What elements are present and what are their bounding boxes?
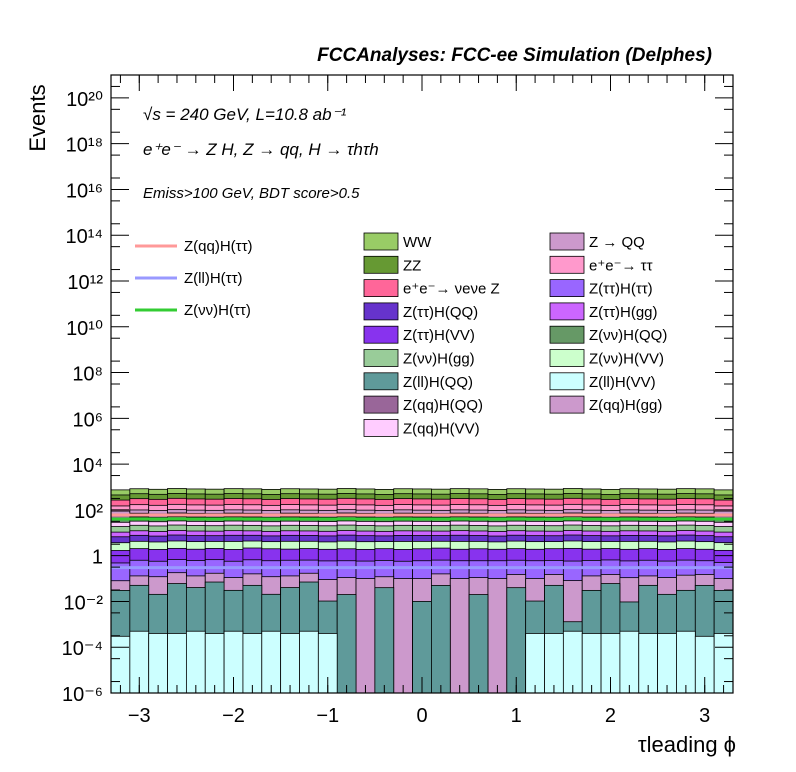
stack-bar — [638, 633, 659, 694]
y-tick-label: 10¹⁶ — [66, 180, 103, 202]
legend-label: Z(ττ)H(gg) — [589, 304, 658, 321]
legend-label: Z(qq)H(QQ) — [403, 397, 483, 414]
stack-bar — [261, 630, 282, 694]
legend-label: Z(qq)H(VV) — [403, 420, 480, 437]
legend-swatch — [549, 395, 585, 414]
x-tick-label: −2 — [222, 705, 245, 727]
y-tick-label: 1 — [92, 547, 103, 569]
stack-bar — [562, 630, 583, 694]
legend-label: WW — [403, 234, 432, 251]
y-tick-label: 10⁶ — [73, 409, 103, 431]
y-tick-label: 10¹⁸ — [66, 135, 103, 157]
legend-swatch — [363, 279, 399, 298]
stack-bar — [676, 630, 696, 694]
stack-bar — [657, 633, 677, 694]
legend-swatch — [363, 349, 399, 367]
legend-swatch — [549, 302, 585, 321]
legend-swatch — [549, 255, 585, 274]
legend-label: Z(ττ)H(QQ) — [403, 304, 478, 321]
legend-label: e⁺e⁻→ νeνe Z — [403, 281, 500, 298]
x-axis-label: τleading ϕ — [638, 732, 736, 757]
legend-swatch — [363, 255, 399, 274]
annotation-energy-lumi: √s = 240 GeV, L=10.8 ab⁻¹ — [143, 105, 347, 124]
stack-bar — [544, 633, 564, 694]
y-tick-label: 10¹⁰ — [66, 318, 103, 340]
y-tick-label: 10⁻⁴ — [62, 638, 103, 660]
legend-signal: Z(qq)H(ττ) Z(ll)H(ττ) Z(νν)H(ττ) — [135, 238, 253, 319]
stack-bar — [148, 633, 168, 694]
legend-label: Z(ll)H(QQ) — [403, 374, 473, 391]
stack-series — [110, 630, 734, 694]
x-tick-label: 1 — [511, 705, 522, 727]
stack-bar — [299, 630, 319, 694]
legend-signal-label: Z(νν)H(ττ) — [184, 302, 251, 319]
legend-swatch — [549, 279, 585, 298]
chart-title: FCCAnalyses: FCC-ee Simulation (Delphes) — [317, 45, 712, 66]
stack-bar — [336, 594, 357, 694]
legend-swatch — [549, 372, 585, 391]
stack-bar — [167, 633, 187, 694]
legend-label: Z(ττ)H(ττ) — [589, 281, 653, 298]
legend-swatch — [363, 372, 399, 391]
legend-label: Z → QQ — [589, 234, 645, 251]
x-tick-label: −1 — [316, 705, 339, 727]
y-axis-ticks: 10⁻⁶ 10⁻⁴ 10⁻² 1 10² 10⁴ 10⁶ 10⁸ 10¹⁰ 10¹² 10¹⁴ 10¹… — [62, 85, 733, 706]
stack-bar — [185, 630, 206, 694]
legend-swatch — [549, 232, 585, 251]
legend-label: e⁺e⁻→ ττ — [589, 257, 653, 274]
stack-bar — [487, 578, 508, 694]
annotation-cuts: Emiss>100 GeV, BDT score>0.5 — [143, 185, 360, 202]
stack-bar — [204, 633, 225, 694]
stack-bar — [374, 587, 395, 694]
stack-bar — [431, 585, 451, 694]
legend-signal-label: Z(qq)H(ττ) — [184, 238, 253, 255]
stack-bar — [393, 578, 413, 694]
y-axis-label: Events — [25, 84, 50, 151]
x-tick-label: 0 — [416, 705, 427, 727]
annotation-process: e⁺e⁻ → Z H, Z → qq, H → τhτh — [143, 140, 379, 159]
y-tick-label: 10⁸ — [72, 364, 103, 386]
x-axis-ticks: −3 −2 −1 0 1 2 3 — [119, 75, 725, 727]
stack-bar — [525, 633, 545, 694]
stack-bar — [355, 578, 376, 694]
legend-swatch — [549, 349, 585, 367]
legend-swatch — [363, 325, 399, 344]
legend-label: Z(qq)H(gg) — [589, 397, 662, 414]
x-tick-label: 3 — [699, 705, 710, 727]
stack-bar — [280, 633, 300, 694]
legend-swatch — [363, 232, 399, 251]
stack-bar — [110, 635, 131, 694]
legend-label: Z(νν)H(QQ) — [589, 327, 667, 344]
legend-label: Z(νν)H(gg) — [403, 351, 475, 368]
legend-signal-label: Z(ll)H(ττ) — [184, 270, 243, 287]
y-tick-label: 10²⁰ — [66, 89, 103, 111]
legend-swatch — [363, 418, 399, 437]
y-tick-label: 10¹² — [67, 272, 103, 294]
legend-label: ZZ — [403, 257, 421, 274]
legend-label: Z(ll)H(VV) — [589, 374, 656, 391]
legend-swatch — [363, 302, 399, 321]
plot-area — [110, 74, 734, 694]
stack-bar — [619, 630, 640, 694]
y-tick-label: 10¹⁴ — [66, 226, 104, 248]
y-tick-label: 10⁻⁶ — [62, 684, 103, 706]
x-tick-label: 2 — [605, 705, 616, 727]
y-tick-label: 10² — [74, 501, 103, 523]
legend-label: Z(ττ)H(VV) — [403, 327, 475, 344]
stack-bar — [713, 633, 734, 694]
y-tick-label: 10⁴ — [72, 455, 103, 477]
legend-swatch — [549, 325, 585, 344]
y-tick-label: 10⁻² — [64, 592, 104, 614]
stack-bar — [468, 594, 489, 694]
stack-bar — [449, 578, 470, 694]
legend-swatch — [363, 395, 399, 414]
stack-bar — [581, 633, 602, 694]
legend-label: Z(νν)H(VV) — [589, 351, 664, 368]
stack-bar — [242, 633, 263, 694]
x-tick-label: −3 — [128, 705, 151, 727]
legend-stack: WW ZZ e⁺e⁻→ νeνe Z Z(ττ)H(QQ) Z(ττ)H(VV) Z(νν… — [363, 232, 667, 437]
